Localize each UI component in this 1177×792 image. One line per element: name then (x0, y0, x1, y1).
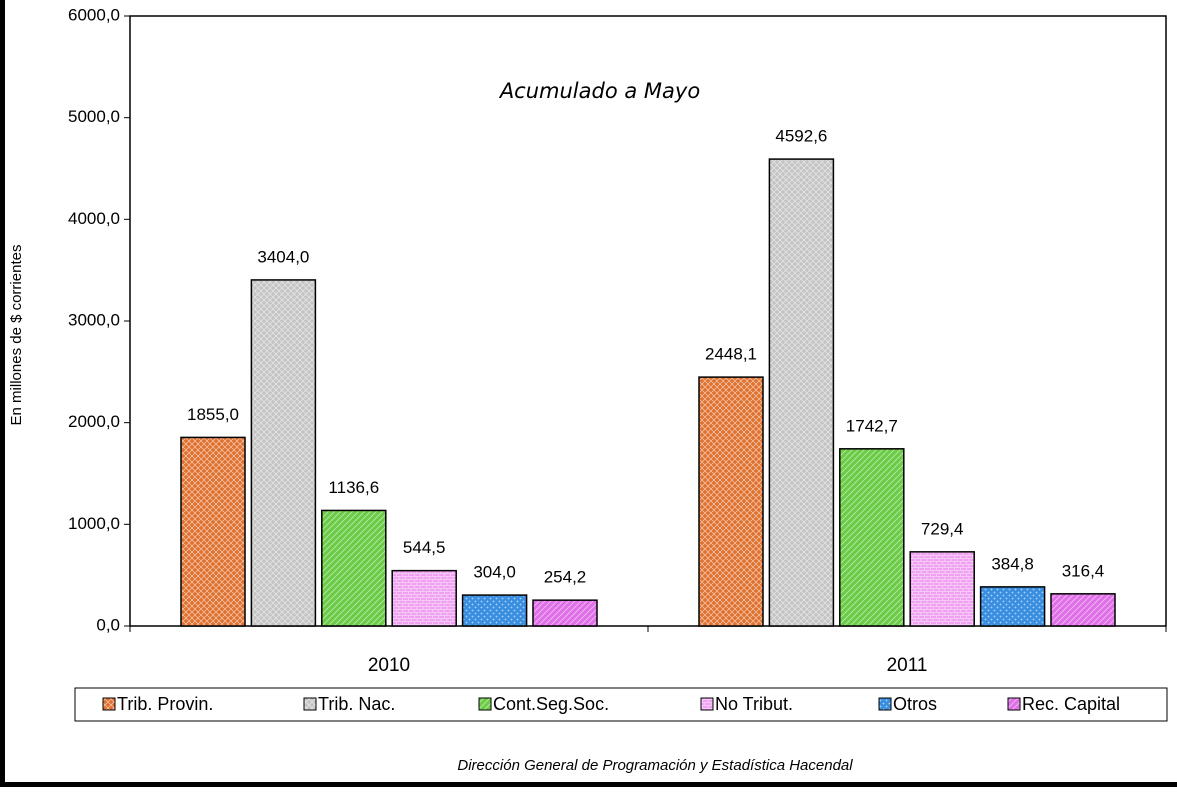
bar (180, 436, 246, 627)
legend-swatch (478, 697, 492, 711)
y-tick-label: 1000,0 (68, 514, 120, 533)
bar (321, 509, 387, 627)
data-label: 316,4 (1062, 561, 1105, 580)
data-label: 1136,6 (328, 478, 379, 497)
legend-label: Otros (893, 694, 937, 714)
left-border (0, 0, 5, 787)
bar (1050, 593, 1116, 627)
legend-swatch (878, 697, 892, 711)
data-label: 304,0 (473, 563, 516, 582)
chart-title: Acumulado a Mayo (498, 79, 700, 103)
bar (391, 569, 457, 627)
footer: Dirección General de Programación y Esta… (457, 757, 853, 774)
y-tick-label: 4000,0 (68, 209, 120, 228)
data-label: 729,4 (921, 519, 964, 538)
bar (698, 376, 764, 627)
bar (909, 551, 975, 627)
x-tick-label: 2011 (887, 655, 928, 676)
y-axis-label: En millones de $ corrientes (8, 245, 25, 426)
legend-swatch (1007, 697, 1021, 711)
bar (768, 158, 835, 627)
y-tick-label: 3000,0 (68, 310, 120, 329)
bar (532, 599, 598, 627)
legend-swatch (102, 697, 116, 711)
legend-label: Cont.Seg.Soc. (493, 694, 609, 714)
y-tick-label: 2000,0 (68, 412, 120, 431)
x-tick-label: 2010 (368, 655, 410, 676)
legend-label: No Tribut. (715, 694, 793, 714)
legend-label: Rec. Capital (1022, 694, 1120, 714)
legend-label: Trib. Provin. (117, 694, 213, 714)
data-label: 254,2 (544, 568, 587, 587)
y-tick-label: 6000,0 (68, 5, 120, 24)
legend-swatch (303, 697, 317, 711)
data-label: 1742,7 (846, 416, 898, 435)
bar (979, 586, 1046, 627)
data-label: 544,5 (403, 538, 446, 557)
bar (461, 594, 528, 627)
data-label: 3404,0 (257, 247, 309, 266)
legend (74, 687, 1168, 722)
bar (839, 448, 905, 627)
y-tick-label: 5000,0 (68, 107, 120, 126)
bar (250, 279, 317, 627)
data-label: 1855,0 (187, 405, 239, 424)
data-label: 2448,1 (705, 345, 757, 364)
legend-swatch (700, 697, 714, 711)
data-label: 384,8 (991, 554, 1034, 573)
bottom-border (0, 782, 1177, 787)
data-label: 4592,6 (775, 127, 827, 146)
legend-label: Trib. Nac. (318, 694, 395, 714)
y-tick-label: 0,0 (96, 615, 120, 634)
